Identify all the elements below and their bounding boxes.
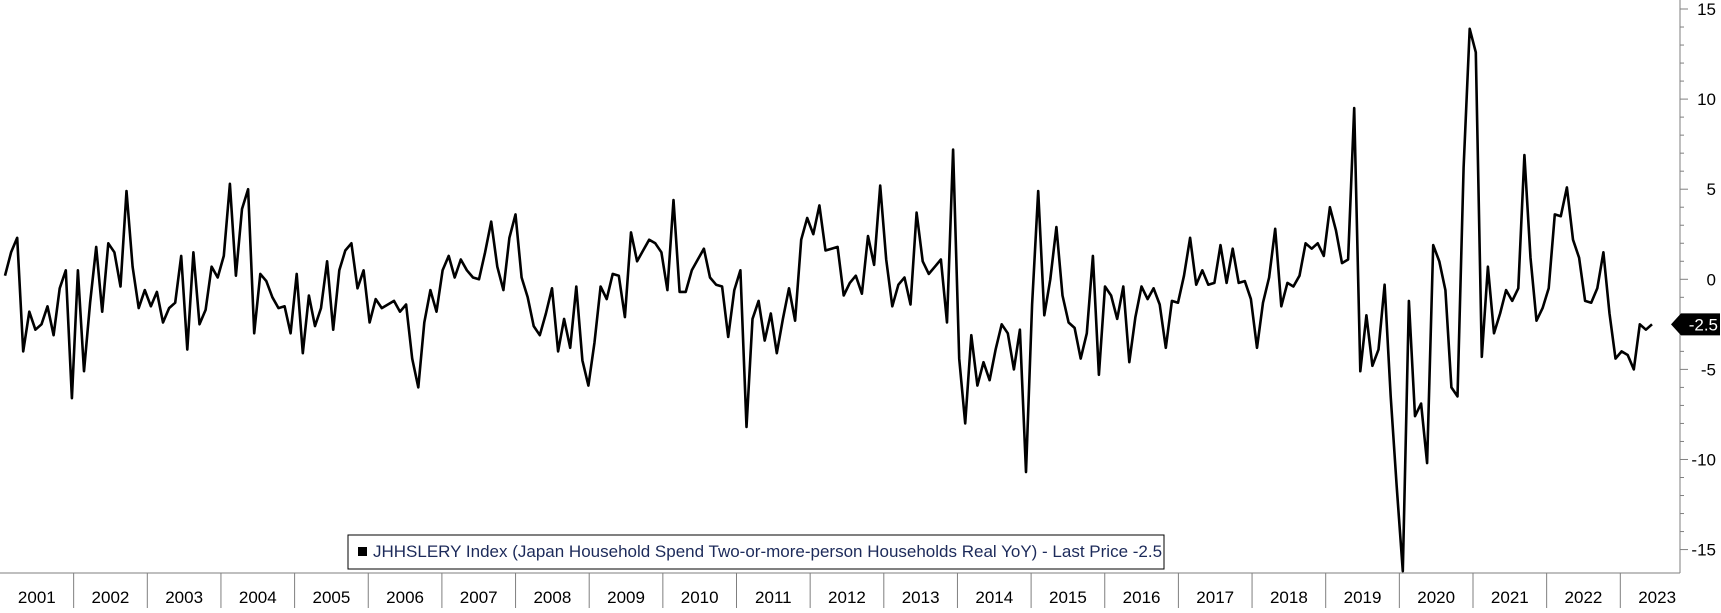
x-tick-label: 2011 bbox=[755, 588, 792, 607]
series-group bbox=[3, 27, 1653, 573]
x-tick-label: 2015 bbox=[1049, 588, 1087, 607]
x-tick-label: 2007 bbox=[460, 588, 498, 607]
x-tick-label: 2001 bbox=[18, 588, 56, 607]
x-tick-label: 2003 bbox=[165, 588, 203, 607]
y-tick-label: -15 bbox=[1691, 541, 1716, 560]
legend-swatch bbox=[358, 547, 367, 556]
x-tick-label: 2006 bbox=[386, 588, 424, 607]
y-tick-label: 0 bbox=[1707, 270, 1716, 289]
x-tick-label: 2022 bbox=[1565, 588, 1603, 607]
x-tick-label: 2012 bbox=[828, 588, 866, 607]
x-tick-label: 2014 bbox=[975, 588, 1013, 607]
y-tick-label: 5 bbox=[1707, 180, 1716, 199]
y-axis: 15 10 5 0 -5 -10 -15 bbox=[1679, 0, 1716, 573]
last-value-label: -2.5 bbox=[1689, 315, 1718, 334]
x-tick-label: 2023 bbox=[1638, 588, 1676, 607]
x-tick-label: 2010 bbox=[681, 588, 719, 607]
x-tick-label: 2002 bbox=[92, 588, 130, 607]
legend: JHHSLERY Index (Japan Household Spend Tw… bbox=[347, 534, 1165, 570]
x-tick-label: 2009 bbox=[607, 588, 645, 607]
x-tick-label: 2019 bbox=[1344, 588, 1382, 607]
last-value-badge-shape bbox=[1671, 313, 1720, 336]
x-tick-label: 2018 bbox=[1270, 588, 1308, 607]
x-tick-label: 2020 bbox=[1417, 588, 1455, 607]
y-tick-label: -5 bbox=[1701, 360, 1716, 379]
x-tick-label: 2017 bbox=[1196, 588, 1234, 607]
series-line bbox=[3, 27, 1653, 573]
x-tick-label: 2005 bbox=[313, 588, 351, 607]
x-tick-label: 2008 bbox=[533, 588, 571, 607]
x-tick-label: 2013 bbox=[902, 588, 940, 607]
x-axis: 2001 2002 2003 2004 2005 2006 2007 2008 2009 2010… bbox=[0, 572, 1680, 608]
y-tick-label: 10 bbox=[1697, 90, 1716, 109]
y-tick-label: -10 bbox=[1691, 450, 1716, 469]
x-tick-label: 2004 bbox=[239, 588, 277, 607]
x-tick-label: 2016 bbox=[1123, 588, 1161, 607]
legend-box bbox=[347, 534, 1165, 570]
y-tick-label: 15 bbox=[1697, 0, 1716, 19]
legend-label: JHHSLERY Index (Japan Household Spend Tw… bbox=[373, 542, 1162, 561]
x-tick-label: 2021 bbox=[1491, 588, 1529, 607]
last-value-badge: -2.5 bbox=[1671, 313, 1720, 336]
